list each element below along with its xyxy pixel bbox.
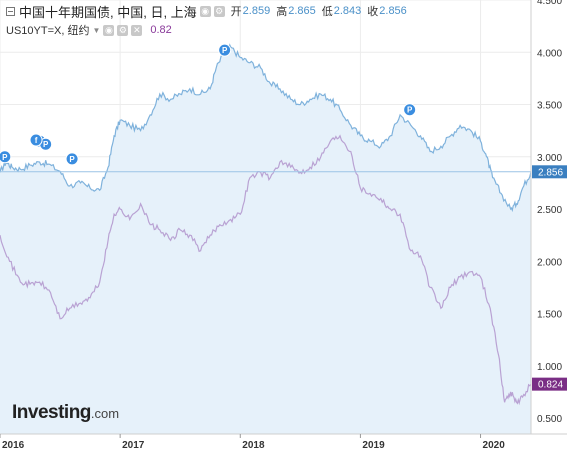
- x-axis: 2016 2017 2018 2019 2020: [0, 434, 505, 451]
- y-tick-label: 1.500: [537, 310, 562, 321]
- high-label: 高: [276, 6, 288, 18]
- y-tick-label: 2.000: [537, 257, 562, 268]
- x-tick-label: 2016: [2, 440, 25, 451]
- investing-logo: Investing.com: [12, 402, 119, 424]
- event-markers: PPPfPPP: [0, 43, 417, 166]
- open-label: 开: [230, 6, 242, 18]
- collapse-icon[interactable]: [6, 6, 15, 16]
- compare-value: 0.82: [150, 24, 172, 36]
- primary-last-badge: 2.856: [532, 165, 567, 179]
- dropdown-caret-icon[interactable]: ▼: [92, 25, 101, 35]
- y-axis: 0.500 1.000 1.500 2.000 2.500 3.000 3.500 4.000…: [537, 0, 562, 425]
- compare-series-line: [0, 134, 532, 406]
- svg-text:P: P: [222, 46, 228, 55]
- event-marker-icon[interactable]: f: [29, 133, 43, 147]
- compare-last-value: 0.824: [538, 380, 563, 391]
- svg-text:P: P: [43, 140, 49, 149]
- logo-suffix: .com: [90, 406, 120, 421]
- y-tick-label: 0.500: [537, 414, 562, 425]
- x-tick-label: 2018: [242, 440, 265, 451]
- eye-icon[interactable]: ◉: [103, 24, 115, 36]
- close-value: 2.856: [379, 5, 407, 17]
- compare-symbol: US10YT=X, 纽约: [6, 25, 90, 37]
- primary-area-fill: [0, 45, 531, 434]
- high-value: 2.865: [288, 5, 316, 17]
- y-tick-label: 4.000: [537, 48, 562, 59]
- compare-last-badge: 0.824: [532, 377, 567, 391]
- compare-header: US10YT=X, 纽约 ▼ ◉ ⚙ ✕ 0.82: [0, 21, 172, 39]
- gear-icon[interactable]: ⚙: [117, 24, 129, 36]
- low-value: 2.843: [333, 5, 362, 17]
- y-tick-label: 3.000: [537, 153, 562, 164]
- event-marker-icon[interactable]: P: [0, 150, 12, 164]
- event-marker-icon[interactable]: P: [65, 152, 79, 166]
- x-tick-label: 2020: [483, 440, 506, 451]
- close-label: 收: [367, 6, 379, 18]
- low-label: 低: [321, 6, 333, 18]
- gear-icon[interactable]: ⚙: [213, 5, 225, 17]
- event-marker-icon[interactable]: P: [403, 103, 417, 117]
- instrument-title: 中国十年期国债, 中国, 日, 上海: [19, 4, 197, 20]
- y-tick-label: 3.500: [537, 101, 562, 112]
- y-tick-label: 2.500: [537, 205, 562, 216]
- logo-main: Investing: [12, 402, 91, 423]
- x-tick-label: 2017: [122, 440, 145, 451]
- svg-text:P: P: [407, 106, 413, 115]
- chart-header: 中国十年期国债, 中国, 日, 上海 ◉ ⚙ 开 2.859 高 2.865 低 2.…: [0, 2, 407, 20]
- svg-text:P: P: [69, 155, 75, 164]
- svg-text:f: f: [35, 136, 38, 145]
- svg-text:P: P: [2, 153, 8, 162]
- primary-series-line: [0, 43, 532, 213]
- event-marker-icon[interactable]: P: [218, 43, 232, 57]
- eye-icon[interactable]: ◉: [199, 5, 211, 17]
- close-icon[interactable]: ✕: [131, 24, 143, 36]
- open-value: 2.859: [242, 5, 271, 17]
- primary-last-value: 2.856: [538, 167, 563, 178]
- x-tick-label: 2019: [362, 440, 385, 451]
- y-tick-label: 1.000: [537, 362, 562, 373]
- y-tick-label: 4.500: [537, 0, 562, 7]
